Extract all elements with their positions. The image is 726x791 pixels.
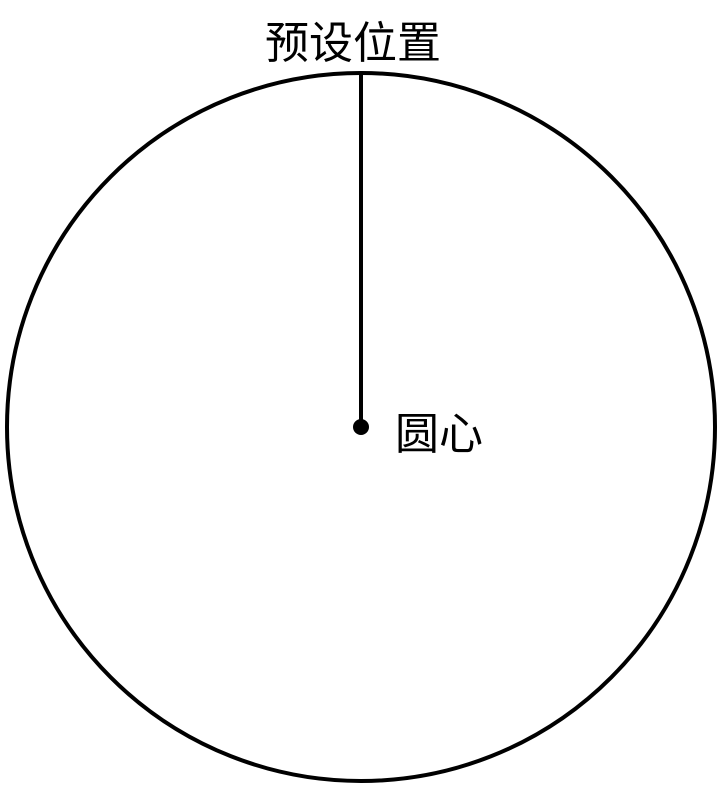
diagram-container: 预设位置 圆心	[0, 0, 726, 791]
center-label: 圆心	[395, 398, 483, 462]
top-label: 预设位置	[265, 7, 441, 71]
diagram-svg	[0, 0, 726, 791]
center-dot	[353, 419, 369, 435]
